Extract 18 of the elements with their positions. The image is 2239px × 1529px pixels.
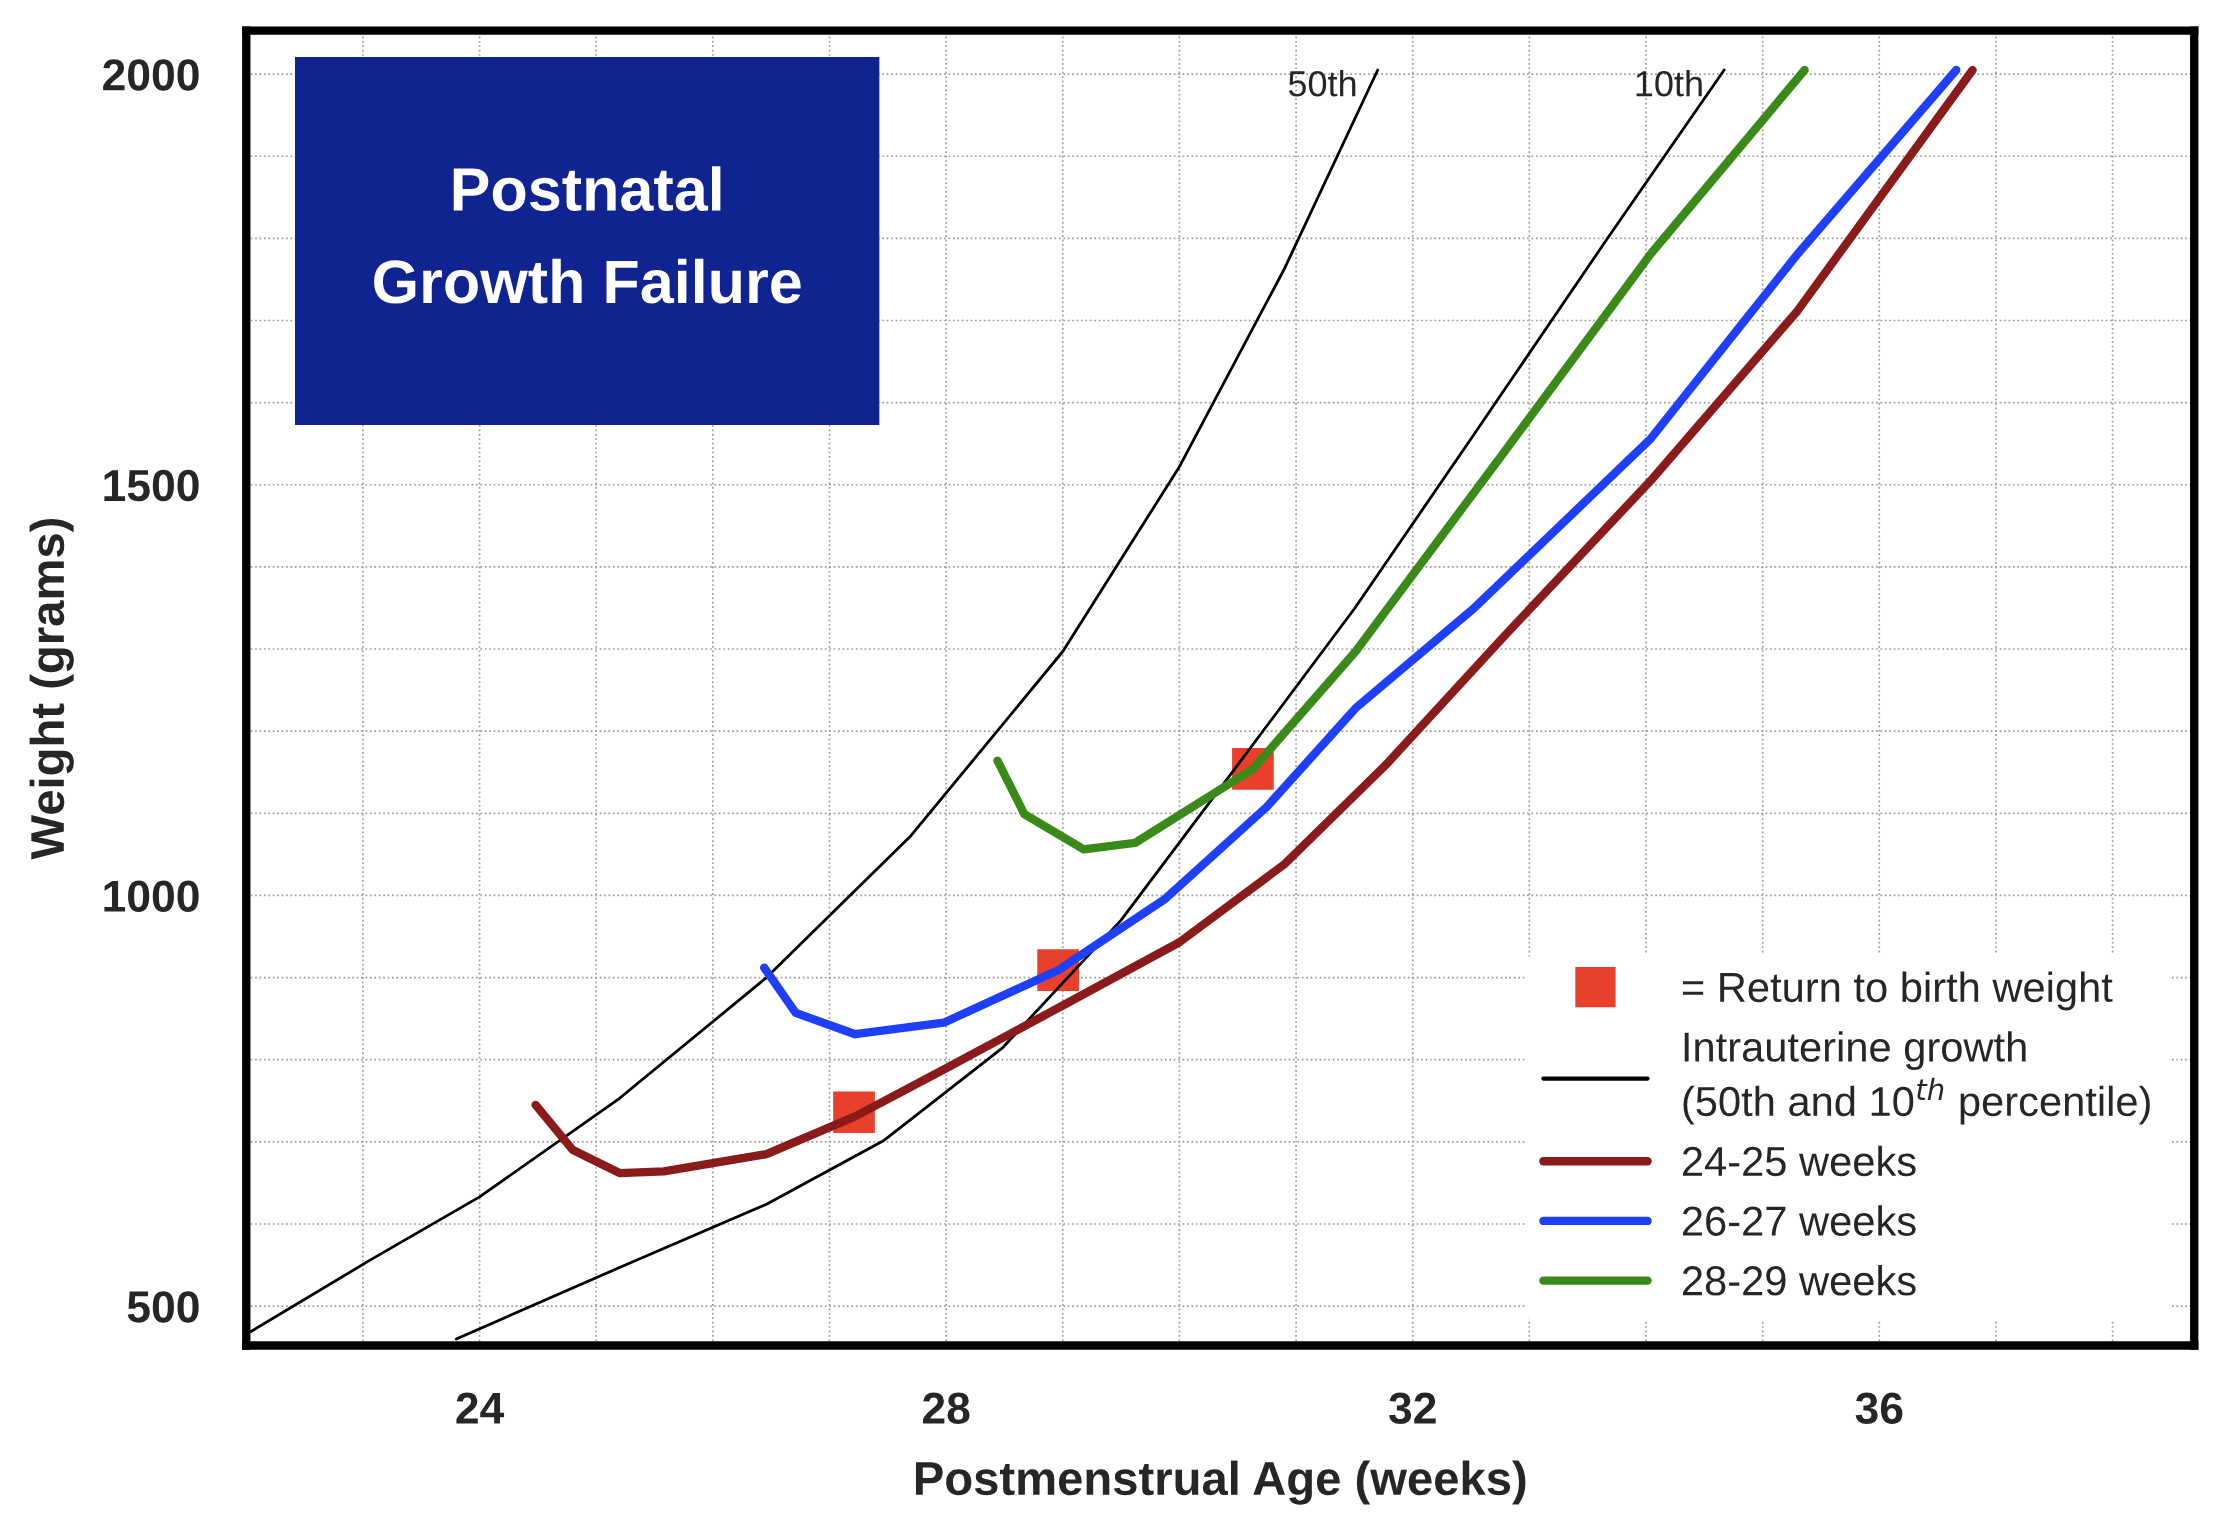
x-axis-title: Postmenstrual Age (weeks)	[915, 1460, 1526, 1505]
y-axis-title: Weight (grams)	[29, 518, 74, 860]
y-tick-label: 1500	[104, 469, 199, 502]
legend-label: 24-25 weeks	[1682, 1145, 1916, 1177]
x-tick-label: 28	[922, 1392, 970, 1424]
x-tick-label: 36	[1855, 1392, 1903, 1425]
text: Postnatal Growth Failure	[374, 166, 801, 304]
x-tick-label: 24	[456, 1392, 505, 1424]
legend-label: 28-29 weeks	[1682, 1265, 1916, 1296]
legend-label: = Return to birth weight	[1682, 971, 2113, 1011]
x-tick-label: 32	[1389, 1392, 1436, 1425]
annotation: 50th	[1288, 70, 1356, 97]
legend-label: 26-27 weeks	[1682, 1205, 1916, 1236]
y-tick-label: 500	[127, 1291, 199, 1323]
annotation: 10th	[1636, 70, 1702, 97]
y-tick-label: 1000	[104, 880, 199, 912]
y-tick-label: 2000	[103, 59, 199, 91]
legend-label: Intrauterine growth (50th and 10$^{th}$ percentile)	[1683, 1031, 2150, 1125]
